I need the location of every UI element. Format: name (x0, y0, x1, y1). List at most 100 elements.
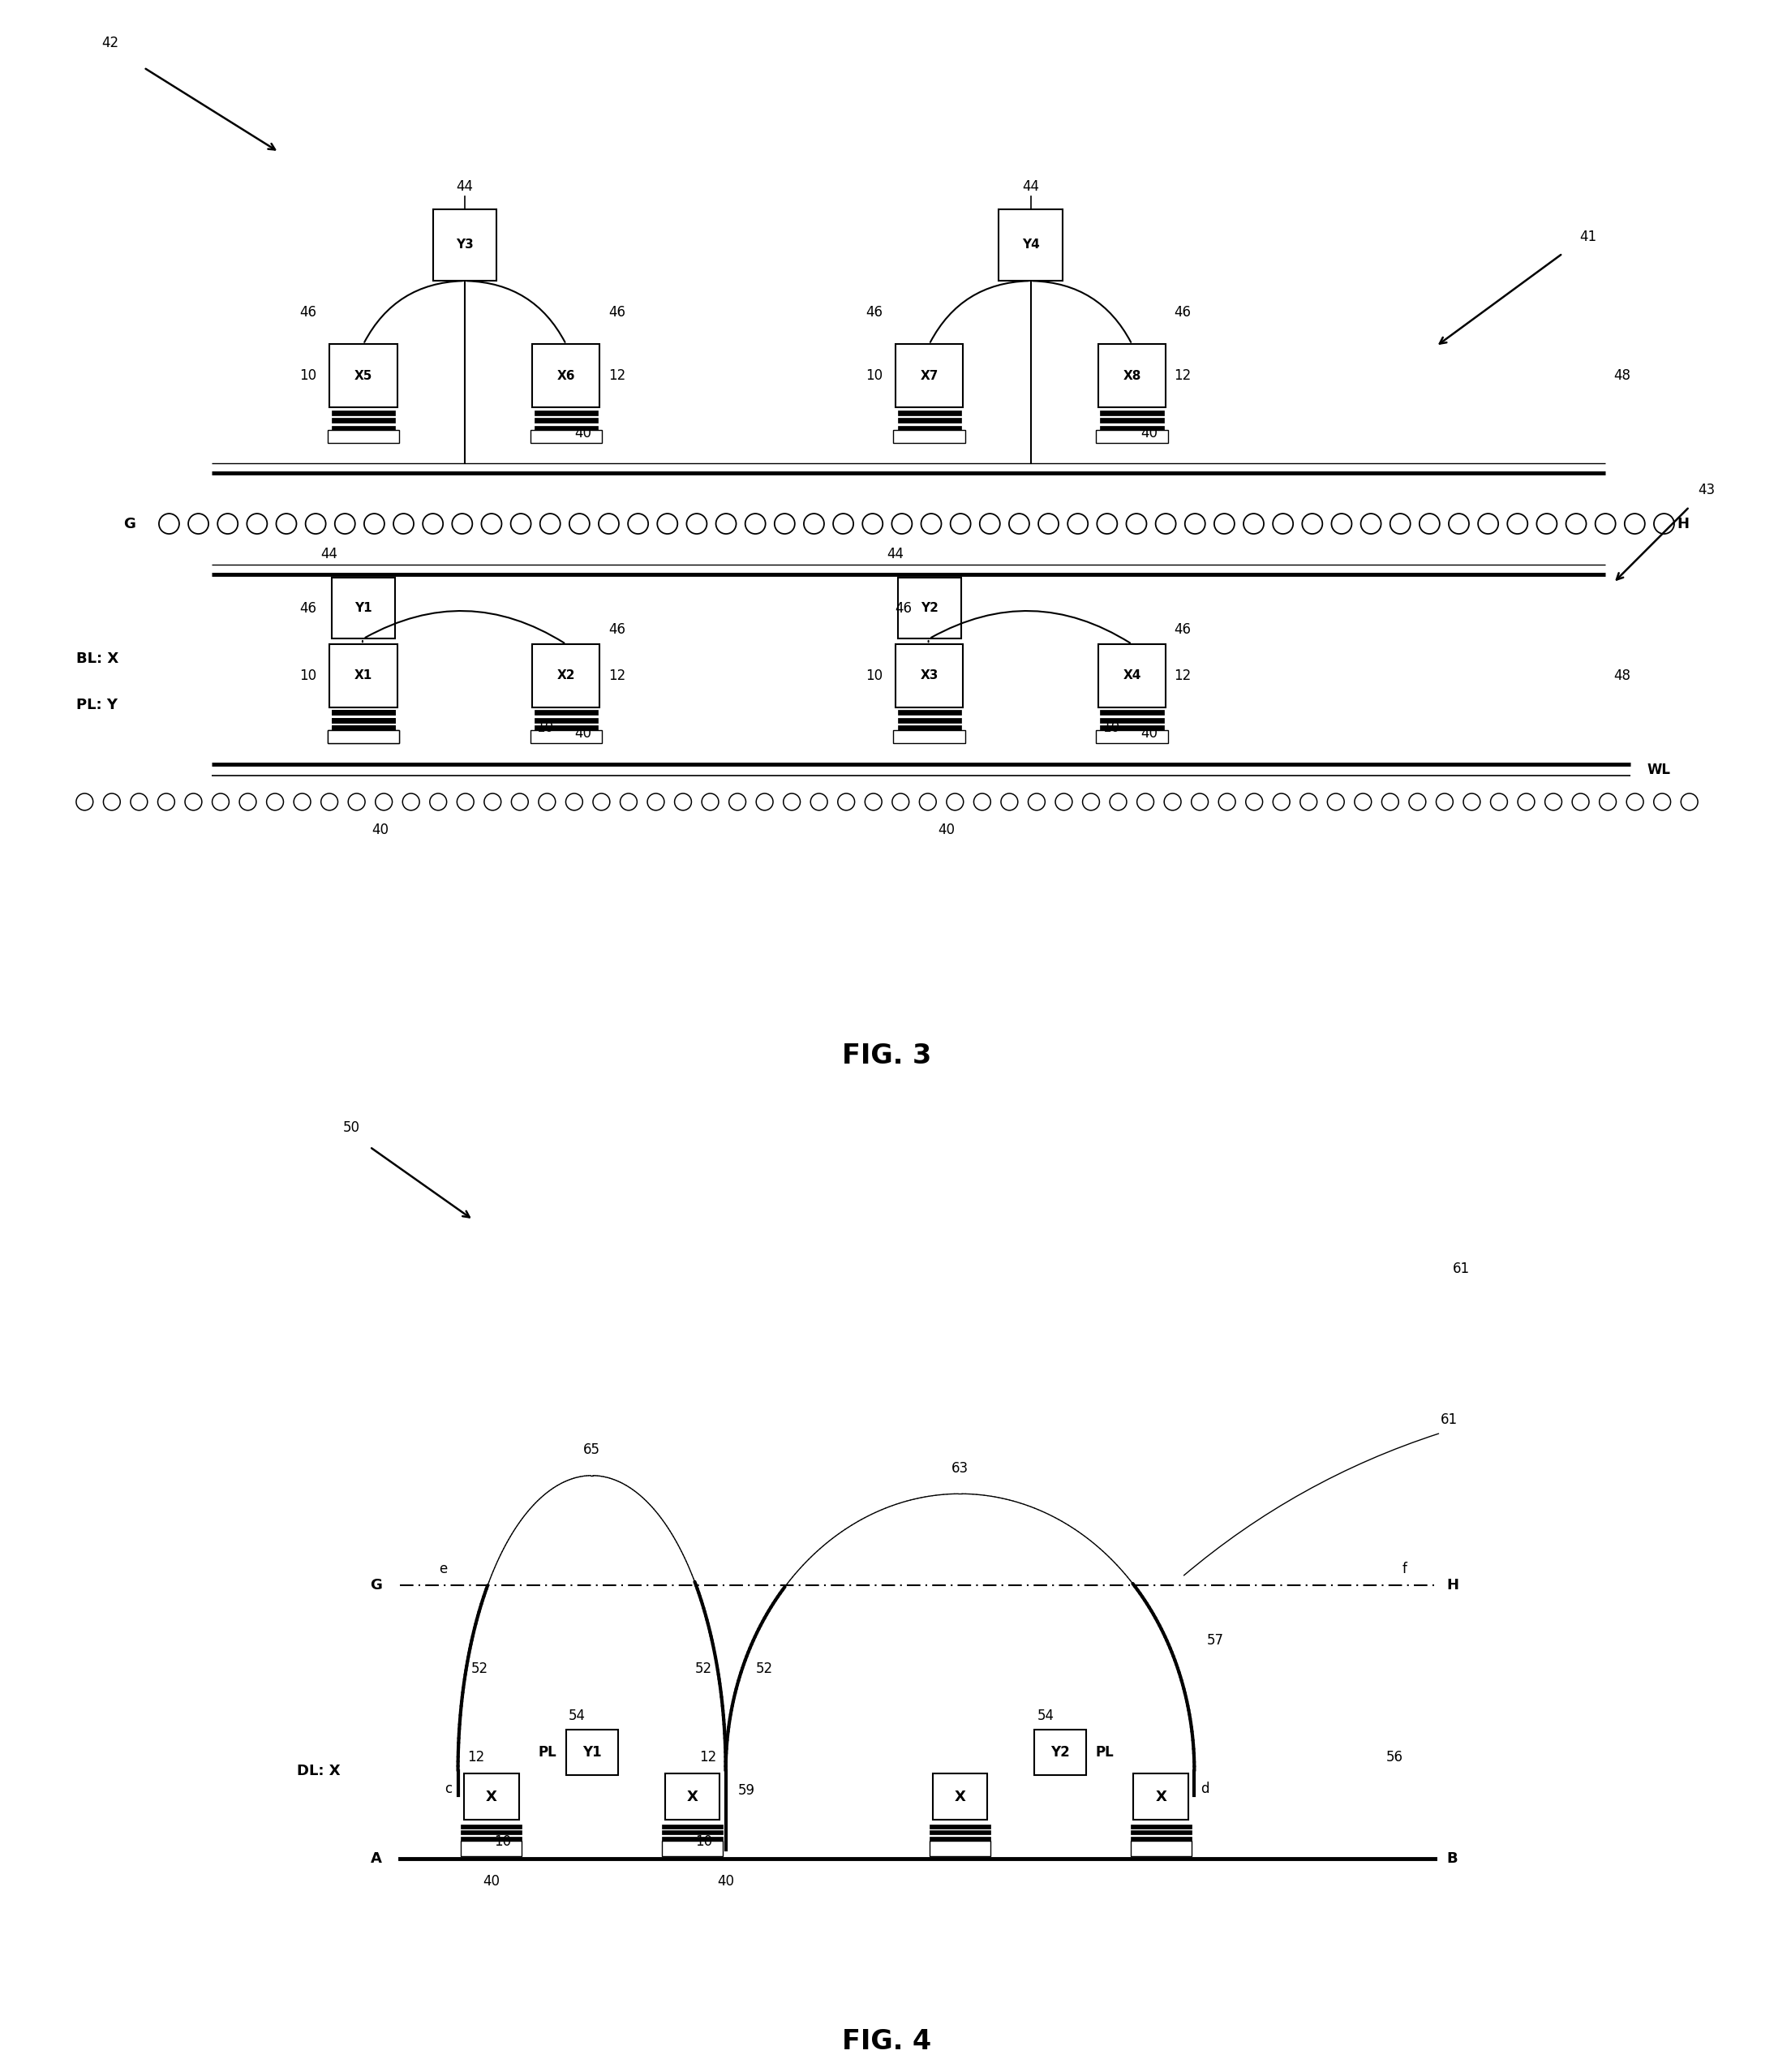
Text: 46: 46 (1174, 305, 1190, 319)
Text: 59: 59 (738, 1782, 756, 1798)
Text: Y4: Y4 (1022, 238, 1040, 251)
Bar (461, 1823, 522, 1830)
Text: 40: 40 (373, 823, 389, 837)
Bar (461, 1840, 522, 1857)
Bar (532, 644, 600, 707)
Text: 12: 12 (1174, 669, 1192, 684)
Text: PL: Y: PL: Y (76, 698, 117, 713)
Text: 10: 10 (300, 369, 318, 383)
Text: 52: 52 (756, 1662, 773, 1676)
Text: H: H (1448, 1577, 1458, 1593)
Text: 46: 46 (1174, 622, 1190, 636)
Bar (461, 1830, 522, 1834)
Bar (898, 717, 962, 723)
Text: X: X (486, 1790, 497, 1805)
Text: 12: 12 (608, 369, 626, 383)
Text: 12: 12 (608, 669, 626, 684)
Text: PL: PL (1095, 1745, 1114, 1759)
Bar (999, 209, 1063, 282)
Text: 52: 52 (695, 1662, 713, 1676)
Text: 46: 46 (300, 305, 318, 319)
Text: Y1: Y1 (582, 1745, 601, 1759)
Text: B: B (1448, 1852, 1458, 1867)
Text: 48: 48 (1613, 369, 1630, 383)
Text: d: d (1201, 1782, 1208, 1796)
Bar (1100, 410, 1164, 414)
Bar (530, 729, 601, 742)
Bar (1098, 344, 1166, 408)
Bar (894, 431, 965, 443)
Bar (330, 344, 397, 408)
Text: 12: 12 (467, 1751, 484, 1765)
Bar (532, 344, 600, 408)
Bar (1034, 1730, 1086, 1776)
Text: X4: X4 (1123, 669, 1141, 682)
Text: 40: 40 (717, 1875, 734, 1890)
Bar (534, 725, 598, 729)
Bar (328, 729, 399, 742)
Bar (898, 425, 962, 431)
Text: FIG. 3: FIG. 3 (843, 1042, 931, 1069)
Text: 40: 40 (1141, 427, 1157, 441)
Text: H: H (1676, 516, 1689, 530)
Bar (1130, 1836, 1192, 1840)
Bar (898, 711, 962, 715)
Text: 40: 40 (1141, 725, 1157, 740)
Text: Y2: Y2 (921, 603, 938, 613)
Text: 61: 61 (1440, 1413, 1458, 1428)
Text: BL: X: BL: X (76, 651, 119, 667)
Bar (328, 431, 399, 443)
Text: G: G (369, 1577, 381, 1593)
Text: 40: 40 (938, 823, 954, 837)
Text: 56: 56 (1385, 1751, 1403, 1765)
Text: 63: 63 (951, 1461, 969, 1475)
Text: X1: X1 (355, 669, 373, 682)
Text: c: c (445, 1782, 452, 1796)
Text: Y1: Y1 (355, 603, 373, 613)
Text: 10: 10 (866, 369, 883, 383)
Text: 42: 42 (101, 35, 119, 50)
Text: 10: 10 (695, 1834, 713, 1848)
Text: 52: 52 (472, 1662, 488, 1676)
Bar (332, 578, 396, 638)
Bar (332, 711, 396, 715)
Bar (662, 1823, 722, 1830)
Text: 46: 46 (866, 305, 883, 319)
Bar (1134, 1774, 1189, 1819)
Text: 44: 44 (887, 547, 905, 562)
Bar (662, 1830, 722, 1834)
Text: 65: 65 (584, 1442, 600, 1457)
Text: 10: 10 (495, 1834, 511, 1848)
Text: X: X (954, 1790, 965, 1805)
Text: X: X (687, 1790, 697, 1805)
Bar (898, 419, 962, 423)
Text: 46: 46 (608, 622, 624, 636)
Bar (465, 1774, 518, 1819)
Bar (930, 1840, 990, 1857)
Text: Y2: Y2 (1050, 1745, 1070, 1759)
Bar (332, 425, 396, 431)
Text: 44: 44 (456, 180, 474, 195)
Bar (566, 1730, 617, 1776)
Text: 12: 12 (1174, 369, 1192, 383)
Text: 41: 41 (1579, 230, 1597, 244)
Bar (328, 729, 399, 742)
Text: A: A (371, 1852, 381, 1867)
Bar (534, 711, 598, 715)
Text: X: X (1155, 1790, 1167, 1805)
Bar (433, 209, 497, 282)
Bar (896, 344, 963, 408)
Text: Y3: Y3 (456, 238, 474, 251)
Bar (1100, 711, 1164, 715)
Text: 57: 57 (1206, 1633, 1224, 1647)
Bar (662, 1840, 722, 1857)
Bar (933, 1774, 988, 1819)
Text: f: f (1401, 1562, 1407, 1577)
Text: 40: 40 (575, 427, 591, 441)
Text: X7: X7 (921, 369, 938, 381)
Bar (930, 1823, 990, 1830)
Bar (662, 1836, 722, 1840)
Bar (1096, 729, 1167, 742)
Bar (898, 410, 962, 414)
Bar (332, 717, 396, 723)
